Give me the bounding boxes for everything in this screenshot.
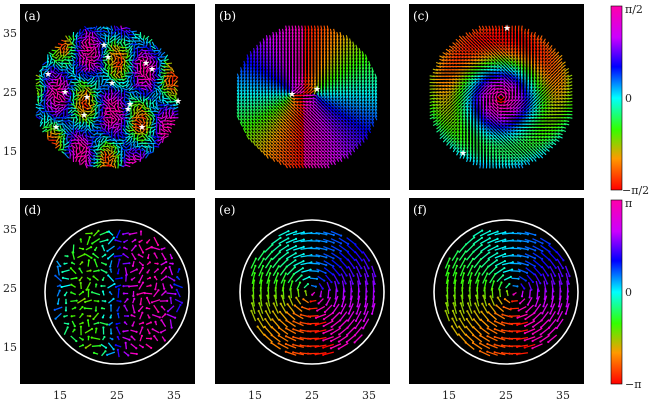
- y-tick-label: 15: [3, 145, 17, 158]
- y-tick-label: 25: [3, 86, 17, 99]
- x-tick-label: 15: [53, 389, 67, 402]
- panel-e: [215, 198, 390, 384]
- y-tick-label: 25: [3, 282, 17, 295]
- x-tick-label: 35: [167, 389, 181, 402]
- x-tick-label: 35: [556, 389, 570, 402]
- x-tick-label: 25: [110, 389, 124, 402]
- panel-label-c: (c): [413, 9, 429, 23]
- y-axis-ticks-top: 35 25 15: [3, 27, 17, 158]
- defect-star-icon: ★: [52, 123, 60, 133]
- defect-star-icon: ★: [148, 65, 156, 75]
- panel-a: ★★★★★★ ★★★★★★★★: [20, 4, 195, 190]
- panel-label-e: (e): [219, 203, 235, 217]
- defect-star-icon: ★: [104, 53, 112, 63]
- y-tick-label: 35: [3, 223, 17, 236]
- panel-label-b: (b): [219, 9, 236, 23]
- defect-star-icon: ★: [126, 100, 134, 110]
- defect-star-icon: ★: [80, 111, 88, 121]
- y-tick-label: 15: [3, 341, 17, 354]
- panel-d: [20, 198, 195, 384]
- colorbar-bottom-mid-label: 0: [625, 286, 632, 299]
- y-axis-ticks-bottom: 35 25 15: [3, 223, 17, 354]
- panel-b: ★ ★: [215, 4, 390, 190]
- colorbar-bottom-min-label: −π: [625, 378, 641, 391]
- defect-star-icon: ★: [138, 123, 146, 133]
- colorbar-top-min-label: −π/2: [622, 184, 649, 197]
- defect-star-icon: ★: [44, 70, 52, 80]
- panel-c: ★★: [409, 4, 584, 190]
- defect-star-icon: ★: [100, 41, 108, 51]
- panel-label-a: (a): [24, 9, 41, 23]
- defect-star-icon: ★: [61, 88, 69, 98]
- defect-star-icon: ★: [142, 59, 150, 69]
- colorbar-bottom: π 0 −π: [610, 197, 641, 391]
- colorbar-bottom-max-label: π: [625, 197, 632, 210]
- x-tick-label: 15: [442, 389, 456, 402]
- colorbar-top: π/2 0 −π/2: [610, 3, 649, 197]
- defect-star-icon: ★: [503, 24, 511, 34]
- defect-star-icon: ★: [288, 90, 296, 100]
- panel-f: [409, 198, 584, 384]
- panel-label-f: (f): [413, 203, 427, 217]
- defect-star-icon: ★: [459, 149, 467, 159]
- colorbar-top-max-label: π/2: [625, 3, 643, 16]
- defect-star-icon: ★: [108, 79, 116, 89]
- defect-star-icon: ★: [124, 105, 132, 115]
- panel-label-d: (d): [24, 203, 41, 217]
- defect-star-icon: ★: [83, 93, 91, 103]
- x-axis-ticks: 15 25 35 15 25 35 15 25 35: [53, 389, 570, 402]
- x-tick-label: 35: [362, 389, 376, 402]
- x-tick-label: 15: [248, 389, 262, 402]
- y-tick-label: 35: [3, 27, 17, 40]
- defect-star-icon: ★: [313, 85, 321, 95]
- defect-star-icon: ★: [174, 97, 182, 107]
- colorbar-top-mid-label: 0: [625, 92, 632, 105]
- x-tick-label: 25: [305, 389, 319, 402]
- x-tick-label: 25: [499, 389, 513, 402]
